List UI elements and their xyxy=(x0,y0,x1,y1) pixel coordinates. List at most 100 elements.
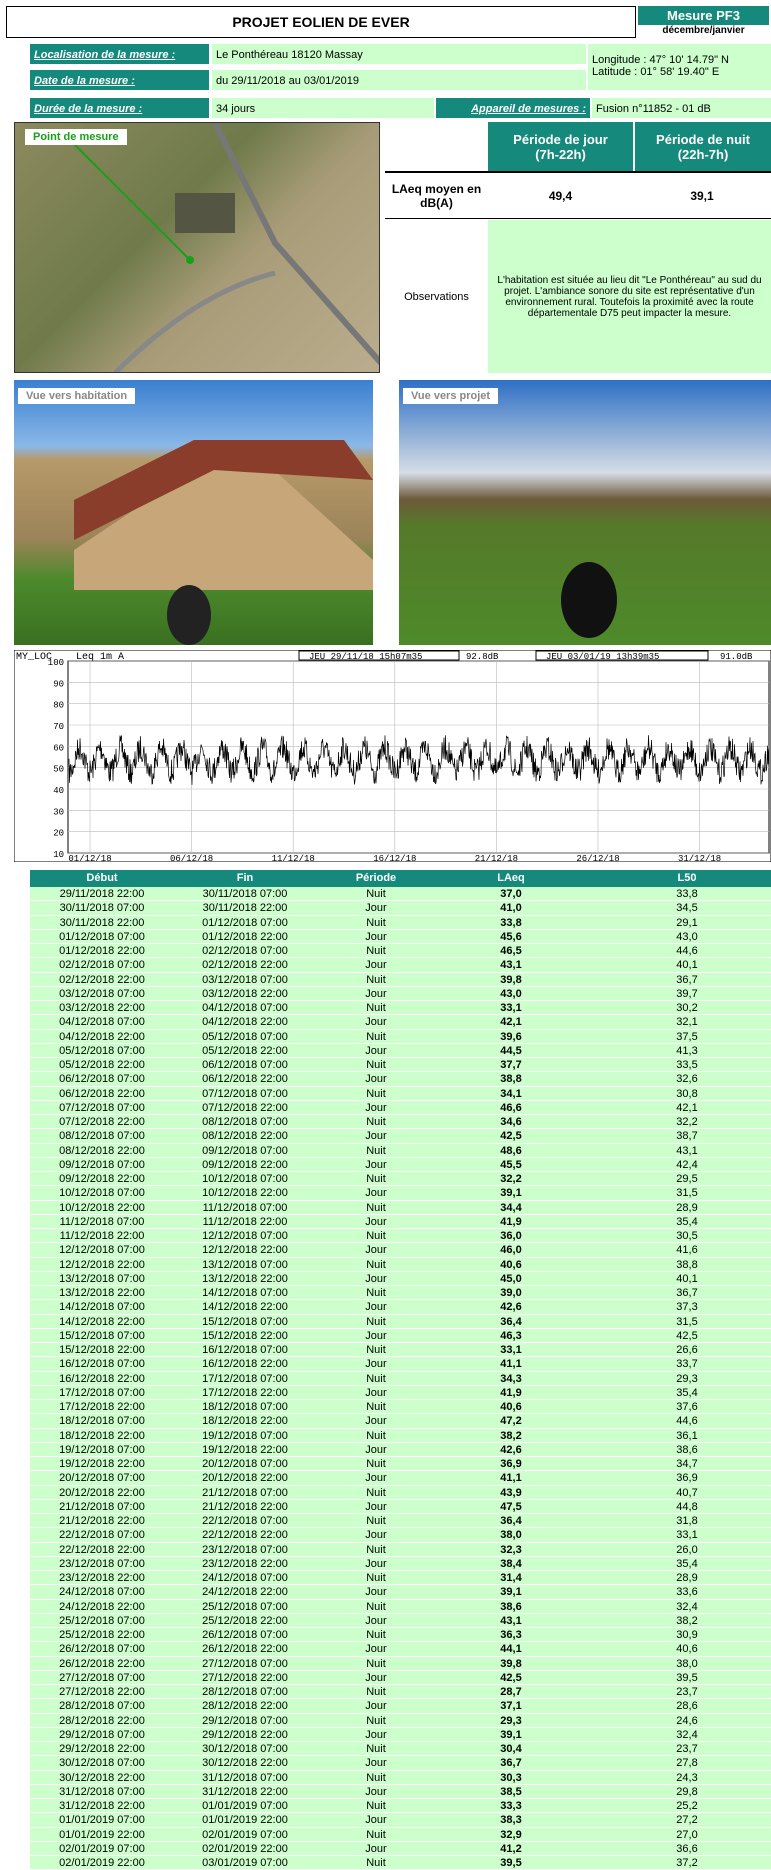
end: 01/12/2018 07:00 xyxy=(202,916,288,929)
period: Jour xyxy=(365,1215,387,1228)
end: 27/12/2018 07:00 xyxy=(202,1657,288,1670)
table-row: 30/11/2018 22:00 01/12/2018 07:00 Nuit 33,8… xyxy=(30,915,771,930)
l50: 44,8 xyxy=(676,1500,698,1513)
table-row: 31/12/2018 07:00 31/12/2018 22:00 Jour 38,5… xyxy=(30,1784,771,1799)
period: Nuit xyxy=(366,1116,386,1128)
end: 18/12/2018 22:00 xyxy=(202,1415,288,1428)
y-tick-label: 90 xyxy=(53,679,64,689)
end: 19/12/2018 22:00 xyxy=(202,1443,288,1456)
l50: 41,3 xyxy=(676,1044,698,1057)
l50: 44,6 xyxy=(676,1415,698,1428)
laeq: 39,1 xyxy=(500,1187,522,1200)
laeq: 41,1 xyxy=(500,1358,522,1371)
period: Jour xyxy=(365,1728,387,1741)
table-row: 02/12/2018 22:00 03/12/2018 07:00 Nuit 39,8… xyxy=(30,972,771,987)
period: Nuit xyxy=(366,1828,386,1841)
end: 24/12/2018 22:00 xyxy=(202,1586,288,1599)
map-photo: Point de mesure xyxy=(14,122,380,373)
table-row: 18/12/2018 07:00 18/12/2018 22:00 Jour 47,2… xyxy=(30,1414,771,1429)
period: Nuit xyxy=(366,1657,386,1670)
l50: 40,1 xyxy=(676,1272,698,1285)
column-header: Début xyxy=(86,872,118,884)
l50: 23,7 xyxy=(676,1743,698,1755)
point: Mesure PF3 xyxy=(667,8,740,23)
period: Jour xyxy=(365,1415,387,1428)
point-cell: Mesure PF3 décembre/janvier xyxy=(638,6,769,38)
end: 28/12/2018 07:00 xyxy=(202,1686,288,1698)
l50: 38,8 xyxy=(676,1258,698,1271)
start: 25/12/2018 22:00 xyxy=(59,1629,145,1641)
period: Jour xyxy=(365,1386,387,1399)
end: 18/12/2018 07:00 xyxy=(202,1401,288,1413)
x-tick-label: 01/12/18 xyxy=(68,854,111,862)
start: 23/12/2018 07:00 xyxy=(59,1557,145,1570)
laeq: 43,1 xyxy=(500,959,522,972)
end: 31/12/2018 22:00 xyxy=(202,1785,288,1798)
table-row: 16/12/2018 07:00 16/12/2018 22:00 Jour 41,1… xyxy=(30,1357,771,1372)
table-row: 31/12/2018 22:00 01/01/2019 07:00 Nuit 33,3… xyxy=(30,1799,771,1814)
end: 03/01/2019 07:00 xyxy=(202,1857,288,1869)
l50: 43,1 xyxy=(676,1144,698,1157)
y-tick-label: 10 xyxy=(53,850,64,860)
laeq: 38,0 xyxy=(500,1529,522,1542)
end: 29/12/2018 22:00 xyxy=(202,1728,288,1741)
table-row: 18/12/2018 22:00 19/12/2018 07:00 Nuit 38,2… xyxy=(30,1428,771,1443)
table-row: 24/12/2018 22:00 25/12/2018 07:00 Nuit 38,6… xyxy=(30,1599,771,1614)
table-row: 02/12/2018 07:00 02/12/2018 22:00 Jour 43,1… xyxy=(30,958,771,973)
label: Localisation de la mesure : xyxy=(30,44,209,64)
end: 30/11/2018 07:00 xyxy=(202,888,288,900)
l50: 39,5 xyxy=(676,1671,698,1684)
laeq: 30,4 xyxy=(500,1743,522,1755)
start: 14/12/2018 22:00 xyxy=(59,1315,145,1328)
laeq: 41,2 xyxy=(500,1842,522,1855)
period: Nuit xyxy=(366,1144,386,1157)
laeq: 33,3 xyxy=(500,1800,522,1812)
plot-area xyxy=(67,660,770,854)
start: 09/12/2018 22:00 xyxy=(59,1173,145,1185)
map-overlay xyxy=(64,123,379,372)
end: 22/12/2018 22:00 xyxy=(202,1529,288,1542)
start: 29/11/2018 22:00 xyxy=(59,888,145,900)
period: Nuit xyxy=(366,1401,386,1413)
l50: 37,2 xyxy=(676,1857,698,1869)
laeq: 28,7 xyxy=(500,1686,522,1698)
start: 12/12/2018 22:00 xyxy=(59,1258,145,1271)
l50: 44,6 xyxy=(676,945,698,957)
table-row: 11/12/2018 07:00 11/12/2018 22:00 Jour 41,9… xyxy=(30,1214,771,1229)
laeq: 43,9 xyxy=(500,1486,522,1499)
date: du 29/11/2018 au 03/01/2019 xyxy=(212,70,586,90)
laeq: 38,5 xyxy=(500,1785,522,1798)
period: Jour xyxy=(365,1016,387,1029)
period: Jour xyxy=(365,1785,387,1798)
start: 08/12/2018 22:00 xyxy=(59,1144,145,1157)
start: 04/12/2018 22:00 xyxy=(59,1030,145,1043)
start: 24/12/2018 07:00 xyxy=(59,1586,145,1599)
end: 26/12/2018 22:00 xyxy=(202,1643,288,1656)
laeq: 44,1 xyxy=(500,1643,522,1656)
l50: 39,7 xyxy=(676,987,698,1000)
table-row: 06/12/2018 22:00 07/12/2018 07:00 Nuit 34,1… xyxy=(30,1086,771,1101)
laeq: 46,0 xyxy=(500,1244,522,1257)
end: 24/12/2018 07:00 xyxy=(202,1572,288,1584)
photo-habitation: Vue vers habitation xyxy=(14,380,373,645)
period: Nuit xyxy=(366,1800,386,1812)
table-row: 19/12/2018 22:00 20/12/2018 07:00 Nuit 36,9… xyxy=(30,1457,771,1472)
laeq: 47,2 xyxy=(500,1415,522,1428)
laeq: 36,0 xyxy=(500,1230,522,1242)
l50: 33,8 xyxy=(676,888,698,900)
end: 11/12/2018 22:00 xyxy=(202,1215,288,1228)
laeq: 47,5 xyxy=(500,1500,522,1513)
start: 05/12/2018 07:00 xyxy=(59,1044,145,1057)
period: Jour xyxy=(365,1643,387,1656)
laeq: 42,6 xyxy=(500,1301,522,1314)
row-label: LAeq moyen en dB(A) xyxy=(385,171,488,219)
period: Jour xyxy=(365,1557,387,1570)
laeq: 33,1 xyxy=(500,1344,522,1356)
laeq: 40,6 xyxy=(500,1401,522,1413)
l50: 32,4 xyxy=(676,1600,698,1613)
title: PROJET EOLIEN DE EVER xyxy=(232,14,410,30)
period: Jour xyxy=(365,1301,387,1314)
column-header: LAeq xyxy=(497,872,525,884)
start: 09/12/2018 07:00 xyxy=(59,1158,145,1171)
